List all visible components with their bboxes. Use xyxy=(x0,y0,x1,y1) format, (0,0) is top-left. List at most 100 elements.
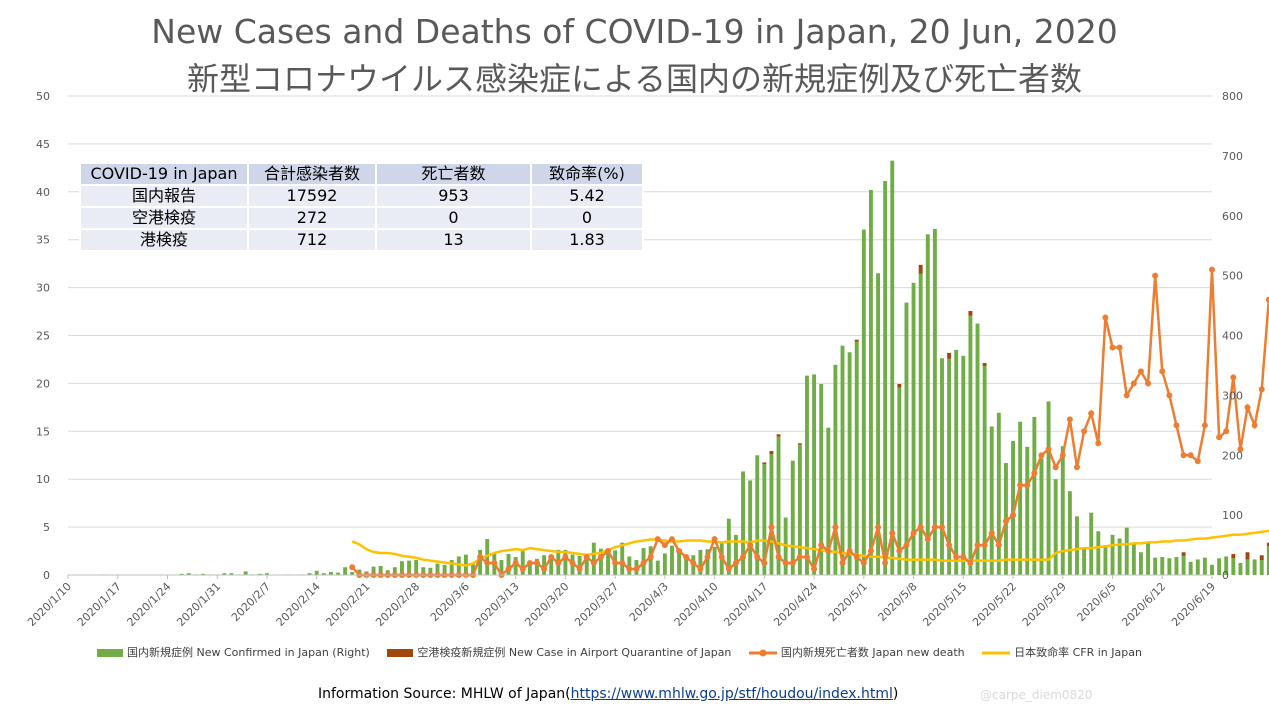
death-marker xyxy=(1258,386,1265,393)
death-marker xyxy=(1052,464,1059,471)
bar-confirmed xyxy=(336,572,340,575)
bars-group xyxy=(101,160,1269,576)
bar-confirmed xyxy=(591,542,596,575)
death-marker xyxy=(569,560,576,567)
source-suffix: ) xyxy=(892,686,899,702)
death-marker xyxy=(1130,380,1137,387)
left-tick-label: 20 xyxy=(36,377,50,390)
header-cell: 合計感染者数 xyxy=(247,162,377,186)
death-marker xyxy=(661,542,668,549)
source-link[interactable]: https://www.mhlw.go.jp/stf/houdou/index.… xyxy=(570,686,893,702)
bar-confirmed xyxy=(506,554,511,575)
summary-table-header: COVID-19 in Japan 合計感染者数 死亡者数 致命率(%) xyxy=(79,162,644,186)
death-marker xyxy=(562,554,569,561)
death-marker xyxy=(946,542,953,549)
bar-confirmed xyxy=(1103,546,1108,575)
bar-confirmed xyxy=(1160,557,1165,575)
bar-confirmed xyxy=(1046,401,1051,575)
death-marker xyxy=(924,536,931,543)
bar-confirmed xyxy=(662,553,667,575)
death-marker xyxy=(967,560,974,567)
legend-line-marker-icon xyxy=(748,649,777,657)
death-marker xyxy=(768,524,775,531)
right-tick-label: 800 xyxy=(1222,90,1243,103)
x-tick-label: 2020/2/7 xyxy=(229,580,273,624)
death-marker xyxy=(590,560,597,567)
death-marker xyxy=(910,530,917,537)
bar-confirmed xyxy=(648,546,653,575)
bar-confirmed xyxy=(371,566,376,575)
death-marker xyxy=(988,530,995,537)
death-marker xyxy=(683,554,690,561)
x-tick-label: 2020/5/8 xyxy=(876,580,920,624)
bar-confirmed xyxy=(1252,559,1257,575)
death-marker xyxy=(583,554,590,561)
death-marker xyxy=(505,566,512,573)
death-marker xyxy=(775,554,782,561)
death-marker xyxy=(541,566,548,573)
death-marker xyxy=(1038,452,1045,459)
legend-item-airport: 空港検疫新規症例 New Case in Airport Quarantine … xyxy=(387,644,731,660)
bar-confirmed xyxy=(1067,491,1072,575)
death-marker xyxy=(981,542,988,549)
death-marker xyxy=(839,560,846,567)
bar-confirmed xyxy=(265,573,269,575)
death-marker xyxy=(811,566,818,573)
death-marker xyxy=(1209,266,1215,273)
death-marker xyxy=(832,524,839,531)
bar-airport xyxy=(769,451,774,455)
bar-confirmed xyxy=(499,560,504,575)
bar-confirmed xyxy=(741,471,745,575)
death-marker xyxy=(349,564,356,571)
death-marker xyxy=(697,566,704,573)
death-marker xyxy=(1024,482,1031,489)
table-cell: 空港検疫 xyxy=(79,206,249,230)
x-tick-label: 2020/3/6 xyxy=(428,580,472,624)
bar-confirmed xyxy=(584,558,589,575)
bar-confirmed xyxy=(1266,546,1269,575)
death-marker xyxy=(668,536,675,543)
death-marker xyxy=(576,566,583,573)
bar-confirmed xyxy=(1096,531,1101,575)
bar-airport xyxy=(918,264,923,274)
left-tick-label: 5 xyxy=(43,521,50,534)
bar-confirmed xyxy=(257,573,262,575)
death-marker xyxy=(1194,458,1201,465)
table-cell: 5.42 xyxy=(530,184,644,208)
legend-swatch-green xyxy=(97,649,123,657)
bar-airport xyxy=(762,462,767,465)
death-marker xyxy=(1159,368,1166,375)
legend-label: 国内新規症例 New Confirmed in Japan (Right) xyxy=(127,646,370,659)
death-marker xyxy=(889,530,896,537)
bar-airport xyxy=(797,443,802,445)
death-marker xyxy=(1081,428,1088,435)
chart-title-english: New Cases and Deaths of COVID-19 in Japa… xyxy=(151,12,1118,51)
legend-label: 日本致命率 CFR in Japan xyxy=(1014,646,1142,659)
bar-confirmed xyxy=(748,480,753,575)
table-cell: 1.83 xyxy=(530,228,644,252)
death-marker xyxy=(931,524,938,531)
bar-confirmed xyxy=(1110,534,1115,575)
death-marker xyxy=(1223,428,1230,435)
bar-confirmed xyxy=(769,454,774,575)
bar-confirmed xyxy=(826,427,831,575)
table-cell: 272 xyxy=(247,206,377,230)
death-marker xyxy=(605,548,612,555)
bar-confirmed xyxy=(449,560,454,575)
death-marker xyxy=(1187,452,1194,459)
right-tick-label: 300 xyxy=(1222,389,1243,402)
death-marker xyxy=(526,560,533,567)
bar-confirmed xyxy=(542,555,547,575)
death-marker xyxy=(555,560,562,567)
information-source: Information Source: MHLW of Japan(https:… xyxy=(318,686,898,702)
bar-confirmed xyxy=(1039,458,1044,575)
death-marker xyxy=(1123,392,1130,399)
table-cell: 0 xyxy=(375,206,532,230)
table-cell: 712 xyxy=(247,228,377,252)
right-tick-label: 0 xyxy=(1222,569,1229,582)
bar-confirmed xyxy=(1202,557,1207,575)
source-prefix: Information Source: MHLW of Japan( xyxy=(318,686,571,702)
bar-confirmed xyxy=(712,546,717,575)
bar-confirmed xyxy=(1167,558,1172,575)
bar-confirmed xyxy=(179,573,184,575)
